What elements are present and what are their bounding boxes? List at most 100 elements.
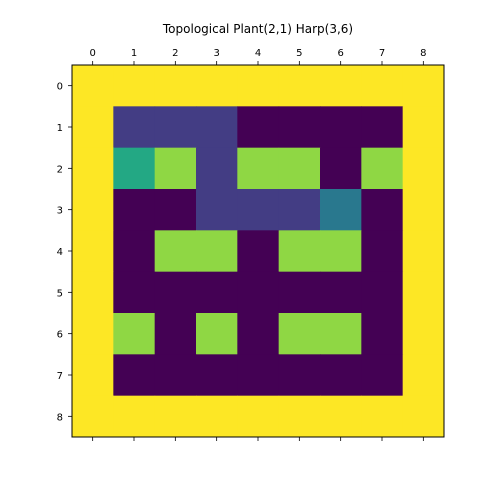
x-tick-label-0: 0 [89, 48, 95, 59]
heatmap-cell-5-8 [402, 271, 445, 314]
heatmap-cell-0-1 [113, 65, 156, 107]
heatmap-cell-2-0 [72, 147, 114, 190]
x-tick-label-5: 5 [296, 48, 302, 59]
heatmap-cell-3-4 [237, 189, 280, 231]
heatmap-cell-0-6 [320, 65, 362, 107]
heatmap-cell-5-1 [113, 271, 156, 314]
heatmap-cell-6-7 [361, 313, 404, 355]
heatmap-cell-3-3 [196, 189, 238, 231]
heatmap-cell-8-5 [278, 395, 321, 438]
heatmap-cell-7-7 [361, 354, 404, 397]
heatmap-cell-5-2 [154, 271, 197, 314]
x-tick-label-6: 6 [337, 48, 343, 59]
heatmap-cell-0-5 [278, 65, 321, 107]
heatmap-cell-3-0 [72, 189, 114, 231]
heatmap-cell-1-3 [196, 106, 238, 149]
heatmap-cell-1-0 [72, 106, 114, 149]
heatmap-cell-6-5 [278, 313, 321, 355]
heatmap-cell-5-0 [72, 271, 114, 314]
heatmap-cell-5-6 [320, 271, 362, 314]
heatmap-cell-6-2 [154, 313, 197, 355]
heatmap-cell-7-4 [237, 354, 280, 397]
heatmap-cells [72, 65, 445, 438]
heatmap-cell-3-8 [402, 189, 445, 231]
heatmap-cell-8-6 [320, 395, 362, 438]
y-tick-label-6: 6 [57, 330, 63, 341]
heatmap-cell-0-2 [154, 65, 197, 107]
heatmap-cell-8-0 [72, 395, 114, 438]
heatmap-cell-7-1 [113, 354, 156, 397]
heatmap-cell-4-0 [72, 230, 114, 273]
heatmap-cell-0-7 [361, 65, 404, 107]
x-tick-label-2: 2 [172, 48, 178, 59]
heatmap-cell-0-0 [72, 65, 114, 107]
heatmap-cell-2-3 [196, 147, 238, 190]
y-tick-label-4: 4 [57, 247, 63, 258]
x-tick-label-7: 7 [379, 48, 385, 59]
y-tick-label-2: 2 [57, 164, 63, 175]
heatmap-cell-6-3 [196, 313, 238, 355]
heatmap-cell-6-4 [237, 313, 280, 355]
heatmap-cell-1-6 [320, 106, 362, 149]
heatmap-cell-2-2 [154, 147, 197, 190]
heatmap-cell-3-7 [361, 189, 404, 231]
heatmap-cell-6-8 [402, 313, 445, 355]
heatmap-cell-4-3 [196, 230, 238, 273]
heatmap-cell-3-6 [320, 189, 362, 231]
heatmap-cell-8-4 [237, 395, 280, 438]
heatmap-cell-0-4 [237, 65, 280, 107]
heatmap-cell-7-2 [154, 354, 197, 397]
heatmap-cell-1-2 [154, 106, 197, 149]
chart-title: Topological Plant(2,1) Harp(3,6) [162, 22, 353, 36]
heatmap-cell-6-1 [113, 313, 156, 355]
heatmap-cell-8-3 [196, 395, 238, 438]
heatmap-cell-7-0 [72, 354, 114, 397]
heatmap-cell-2-5 [278, 147, 321, 190]
heatmap-cell-4-7 [361, 230, 404, 273]
y-tick-label-3: 3 [57, 206, 63, 217]
heatmap-cell-4-1 [113, 230, 156, 273]
heatmap-cell-8-2 [154, 395, 197, 438]
x-axis-ticks: 0 1 2 3 4 5 6 7 8 [89, 48, 427, 441]
heatmap-cell-4-2 [154, 230, 197, 273]
heatmap-cell-8-1 [113, 395, 156, 438]
heatmap-cell-6-0 [72, 313, 114, 355]
heatmap-cell-5-3 [196, 271, 238, 314]
heatmap-cell-5-7 [361, 271, 404, 314]
heatmap-cell-4-4 [237, 230, 280, 273]
heatmap-cell-1-5 [278, 106, 321, 149]
heatmap-cell-4-8 [402, 230, 445, 273]
y-axis-ticks: 0 1 2 3 4 5 6 7 8 [57, 82, 72, 423]
heatmap-cell-8-7 [361, 395, 404, 438]
heatmap-cell-1-4 [237, 106, 280, 149]
heatmap-cell-3-1 [113, 189, 156, 231]
heatmap-cell-7-6 [320, 354, 362, 397]
y-tick-label-8: 8 [57, 412, 63, 423]
heatmap-cell-8-8 [402, 395, 445, 438]
heatmap-cell-0-3 [196, 65, 238, 107]
x-tick-label-4: 4 [255, 48, 261, 59]
heatmap-cell-7-5 [278, 354, 321, 397]
heatmap-cell-1-8 [402, 106, 445, 149]
heatmap-cell-2-7 [361, 147, 404, 190]
heatmap-cell-6-6 [320, 313, 362, 355]
heatmap-cell-3-5 [278, 189, 321, 231]
x-tick-label-8: 8 [420, 48, 426, 59]
heatmap-cell-0-8 [402, 65, 445, 107]
heatmap-cell-5-5 [278, 271, 321, 314]
heatmap-cell-5-4 [237, 271, 280, 314]
y-tick-label-0: 0 [57, 82, 63, 93]
heatmap-cell-7-3 [196, 354, 238, 397]
y-tick-label-5: 5 [57, 288, 63, 299]
heatmap-cell-2-4 [237, 147, 280, 190]
heatmap-cell-4-6 [320, 230, 362, 273]
heatmap-cell-7-8 [402, 354, 445, 397]
heatmap-cell-1-1 [113, 106, 156, 149]
heatmap-cell-2-6 [320, 147, 362, 190]
heatmap-cell-1-7 [361, 106, 404, 149]
heatmap-cell-2-1 [113, 147, 156, 190]
x-tick-label-1: 1 [131, 48, 137, 59]
x-tick-label-3: 3 [213, 48, 219, 59]
heatmap-cell-3-2 [154, 189, 197, 231]
